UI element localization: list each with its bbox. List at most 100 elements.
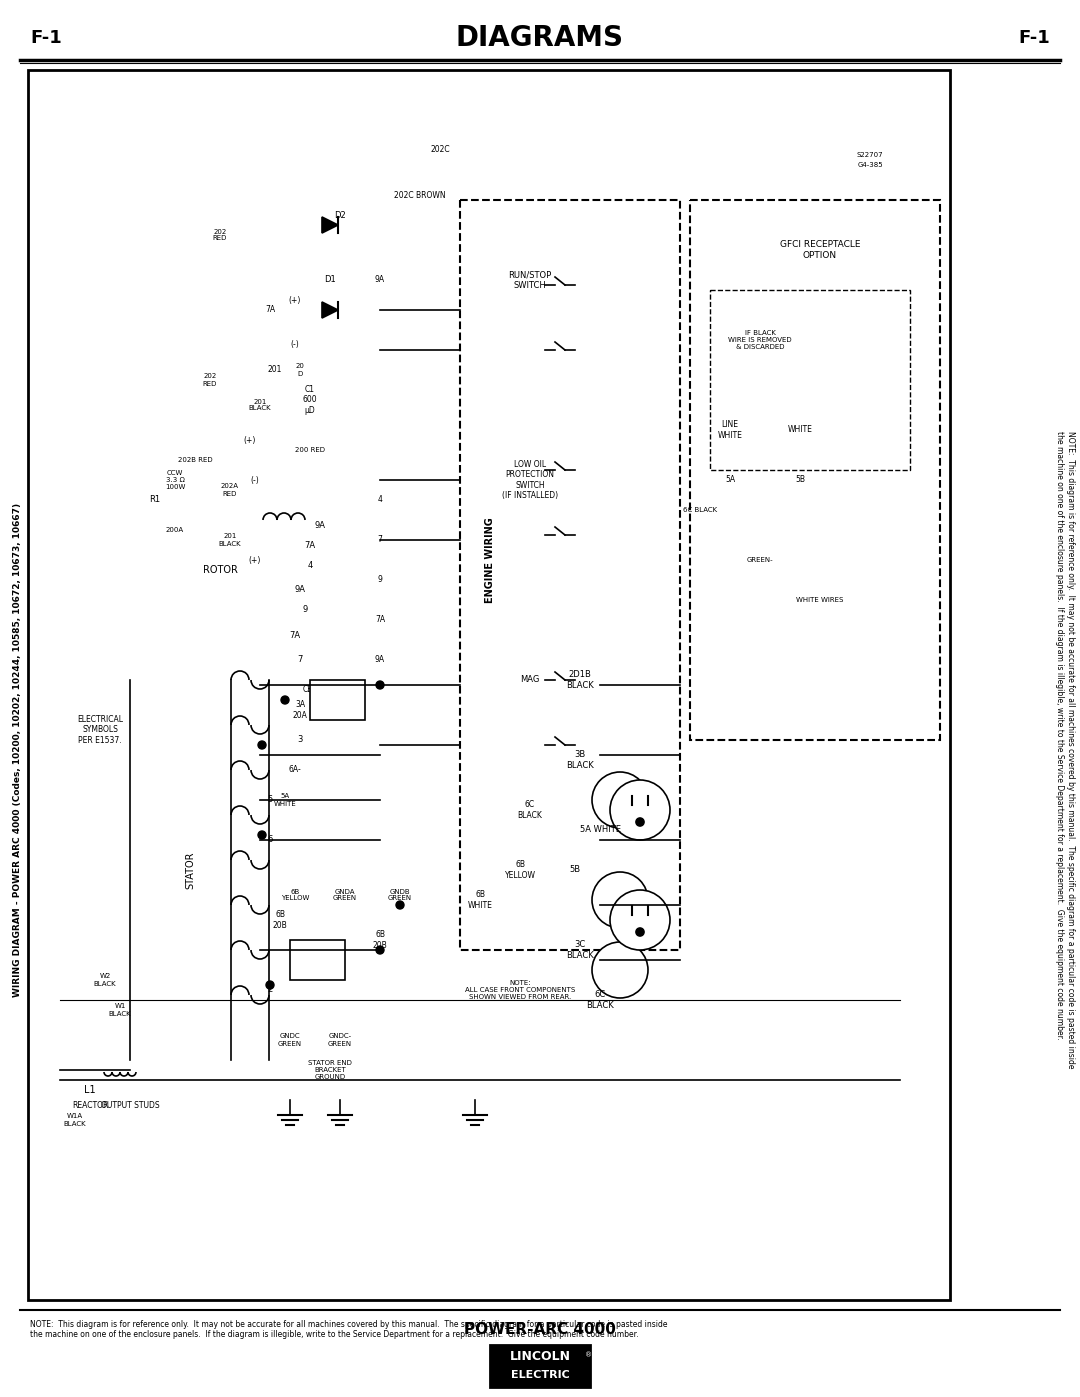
Text: F-1: F-1 xyxy=(1018,29,1050,47)
Text: GNDC-
GREEN: GNDC- GREEN xyxy=(328,1034,352,1046)
FancyBboxPatch shape xyxy=(710,291,910,469)
Text: CB1: CB1 xyxy=(302,686,318,694)
Text: GNDB
GREEN: GNDB GREEN xyxy=(388,888,413,901)
Text: 9: 9 xyxy=(302,605,308,615)
Text: 202C BROWN: 202C BROWN xyxy=(394,190,446,200)
Bar xyxy=(492,1363,586,1384)
Text: DIAGRAMS: DIAGRAMS xyxy=(456,24,624,52)
Text: WIRING DIAGRAM - POWER ARC 4000 (Codes, 10200, 10202, 10244, 10585, 10672, 10673: WIRING DIAGRAM - POWER ARC 4000 (Codes, … xyxy=(13,503,23,997)
Text: ®: ® xyxy=(585,1352,593,1358)
Text: 202
RED: 202 RED xyxy=(213,229,227,242)
Text: LOW OIL
PROTECTION
SWITCH
(IF INSTALLED): LOW OIL PROTECTION SWITCH (IF INSTALLED) xyxy=(502,460,558,500)
Text: CCW
3.3 Ω
100W: CCW 3.3 Ω 100W xyxy=(165,469,185,490)
Text: 202C: 202C xyxy=(430,145,449,155)
Text: ENGINE WIRING: ENGINE WIRING xyxy=(485,517,495,604)
Text: ELECTRICAL
SYMBOLS
PER E1537.: ELECTRICAL SYMBOLS PER E1537. xyxy=(77,715,123,745)
Text: 7A: 7A xyxy=(375,616,386,624)
Text: 5: 5 xyxy=(268,795,272,805)
Polygon shape xyxy=(322,302,338,319)
Text: (-): (-) xyxy=(291,341,299,349)
Text: 7: 7 xyxy=(378,535,382,545)
Text: 6A-: 6A- xyxy=(288,766,301,774)
Text: 6B
20B: 6B 20B xyxy=(272,911,287,929)
Text: 202
RED: 202 RED xyxy=(203,373,217,387)
Circle shape xyxy=(258,740,266,749)
FancyBboxPatch shape xyxy=(460,200,680,950)
Text: 200A: 200A xyxy=(166,527,184,534)
Text: 201: 201 xyxy=(268,366,282,374)
Circle shape xyxy=(592,773,648,828)
Text: 9A: 9A xyxy=(375,275,386,285)
Text: NOTE:  This diagram is for reference only.  It may not be accurate for all machi: NOTE: This diagram is for reference only… xyxy=(1055,432,1075,1069)
Text: RUN/STOP
SWITCH: RUN/STOP SWITCH xyxy=(509,270,552,289)
Text: LINE
WHITE: LINE WHITE xyxy=(717,420,742,440)
Text: C1
600
μD: C1 600 μD xyxy=(302,386,318,415)
Text: 202B RED: 202B RED xyxy=(178,457,213,462)
Text: 6B
YELLOW: 6B YELLOW xyxy=(504,861,536,880)
Text: NOTE:
ALL CASE FRONT COMPONENTS
SHOWN VIEWED FROM REAR.: NOTE: ALL CASE FRONT COMPONENTS SHOWN VI… xyxy=(464,981,576,1000)
Text: NOTE:  This diagram is for reference only.  It may not be accurate for all machi: NOTE: This diagram is for reference only… xyxy=(30,1320,667,1340)
Text: REACTOR: REACTOR xyxy=(71,1101,108,1109)
Text: 5B: 5B xyxy=(569,866,581,875)
Bar xyxy=(28,70,950,1301)
Text: GNDA
GREEN: GNDA GREEN xyxy=(333,888,357,901)
Text: 6B
WHITE: 6B WHITE xyxy=(468,890,492,909)
Text: 9A: 9A xyxy=(314,521,325,529)
Text: 7A: 7A xyxy=(265,306,275,314)
Bar xyxy=(310,680,365,719)
Text: GREEN-: GREEN- xyxy=(746,557,773,563)
FancyBboxPatch shape xyxy=(690,200,940,740)
Circle shape xyxy=(592,872,648,928)
Text: POWER-ARC 4000: POWER-ARC 4000 xyxy=(464,1323,616,1337)
Text: 200 RED: 200 RED xyxy=(295,447,325,453)
Text: W1A
BLACK: W1A BLACK xyxy=(64,1113,86,1126)
Text: STATOR END
BRACKET
GROUND: STATOR END BRACKET GROUND xyxy=(308,1060,352,1080)
Text: (+): (+) xyxy=(248,556,261,564)
Text: 6C BLACK: 6C BLACK xyxy=(683,507,717,513)
Bar xyxy=(291,940,345,981)
Text: (+): (+) xyxy=(244,436,256,444)
Text: G4-385: G4-385 xyxy=(858,162,882,168)
Text: GNDC
GREEN: GNDC GREEN xyxy=(278,1034,302,1046)
Text: OUTPUT STUDS: OUTPUT STUDS xyxy=(100,1101,160,1109)
Circle shape xyxy=(636,928,644,936)
Circle shape xyxy=(610,780,670,840)
Text: STATOR: STATOR xyxy=(185,851,195,888)
Text: 5B: 5B xyxy=(795,475,805,485)
Text: WHITE WIRES: WHITE WIRES xyxy=(796,597,843,604)
Text: S22707: S22707 xyxy=(856,152,883,158)
Text: 6C
BLACK: 6C BLACK xyxy=(586,990,613,1010)
Text: D1: D1 xyxy=(324,275,336,285)
Text: 6C
BLACK: 6C BLACK xyxy=(517,800,542,820)
Text: 6: 6 xyxy=(268,835,272,845)
Text: 9: 9 xyxy=(378,576,382,584)
Text: 3C
BLACK: 3C BLACK xyxy=(566,940,594,960)
Text: 7A: 7A xyxy=(305,541,315,549)
Text: 3: 3 xyxy=(297,735,302,745)
Text: F-1: F-1 xyxy=(30,29,62,47)
Text: 7A: 7A xyxy=(289,630,300,640)
Circle shape xyxy=(258,831,266,840)
Circle shape xyxy=(281,696,289,704)
Circle shape xyxy=(636,819,644,826)
Circle shape xyxy=(592,942,648,997)
Text: 6B
YELLOW: 6B YELLOW xyxy=(281,888,309,901)
Text: 20
D: 20 D xyxy=(296,363,305,377)
Text: WHITE: WHITE xyxy=(787,426,812,434)
Circle shape xyxy=(376,946,384,954)
Text: 3A
20A: 3A 20A xyxy=(293,700,308,719)
Text: 5A WHITE: 5A WHITE xyxy=(580,826,621,834)
Circle shape xyxy=(266,981,274,989)
Text: 4: 4 xyxy=(378,496,382,504)
Text: ELECTRIC: ELECTRIC xyxy=(511,1370,569,1380)
Text: 6B
20B: 6B 20B xyxy=(373,930,388,950)
Text: D2: D2 xyxy=(334,211,346,219)
Text: 3B
BLACK: 3B BLACK xyxy=(566,750,594,770)
Text: 4: 4 xyxy=(308,560,312,570)
Text: 5A
WHITE: 5A WHITE xyxy=(273,793,296,806)
Text: ROTOR: ROTOR xyxy=(203,564,238,576)
Polygon shape xyxy=(322,217,338,233)
Text: 5A: 5A xyxy=(725,475,735,485)
Text: MAG: MAG xyxy=(521,676,540,685)
Text: 9A: 9A xyxy=(375,655,386,665)
